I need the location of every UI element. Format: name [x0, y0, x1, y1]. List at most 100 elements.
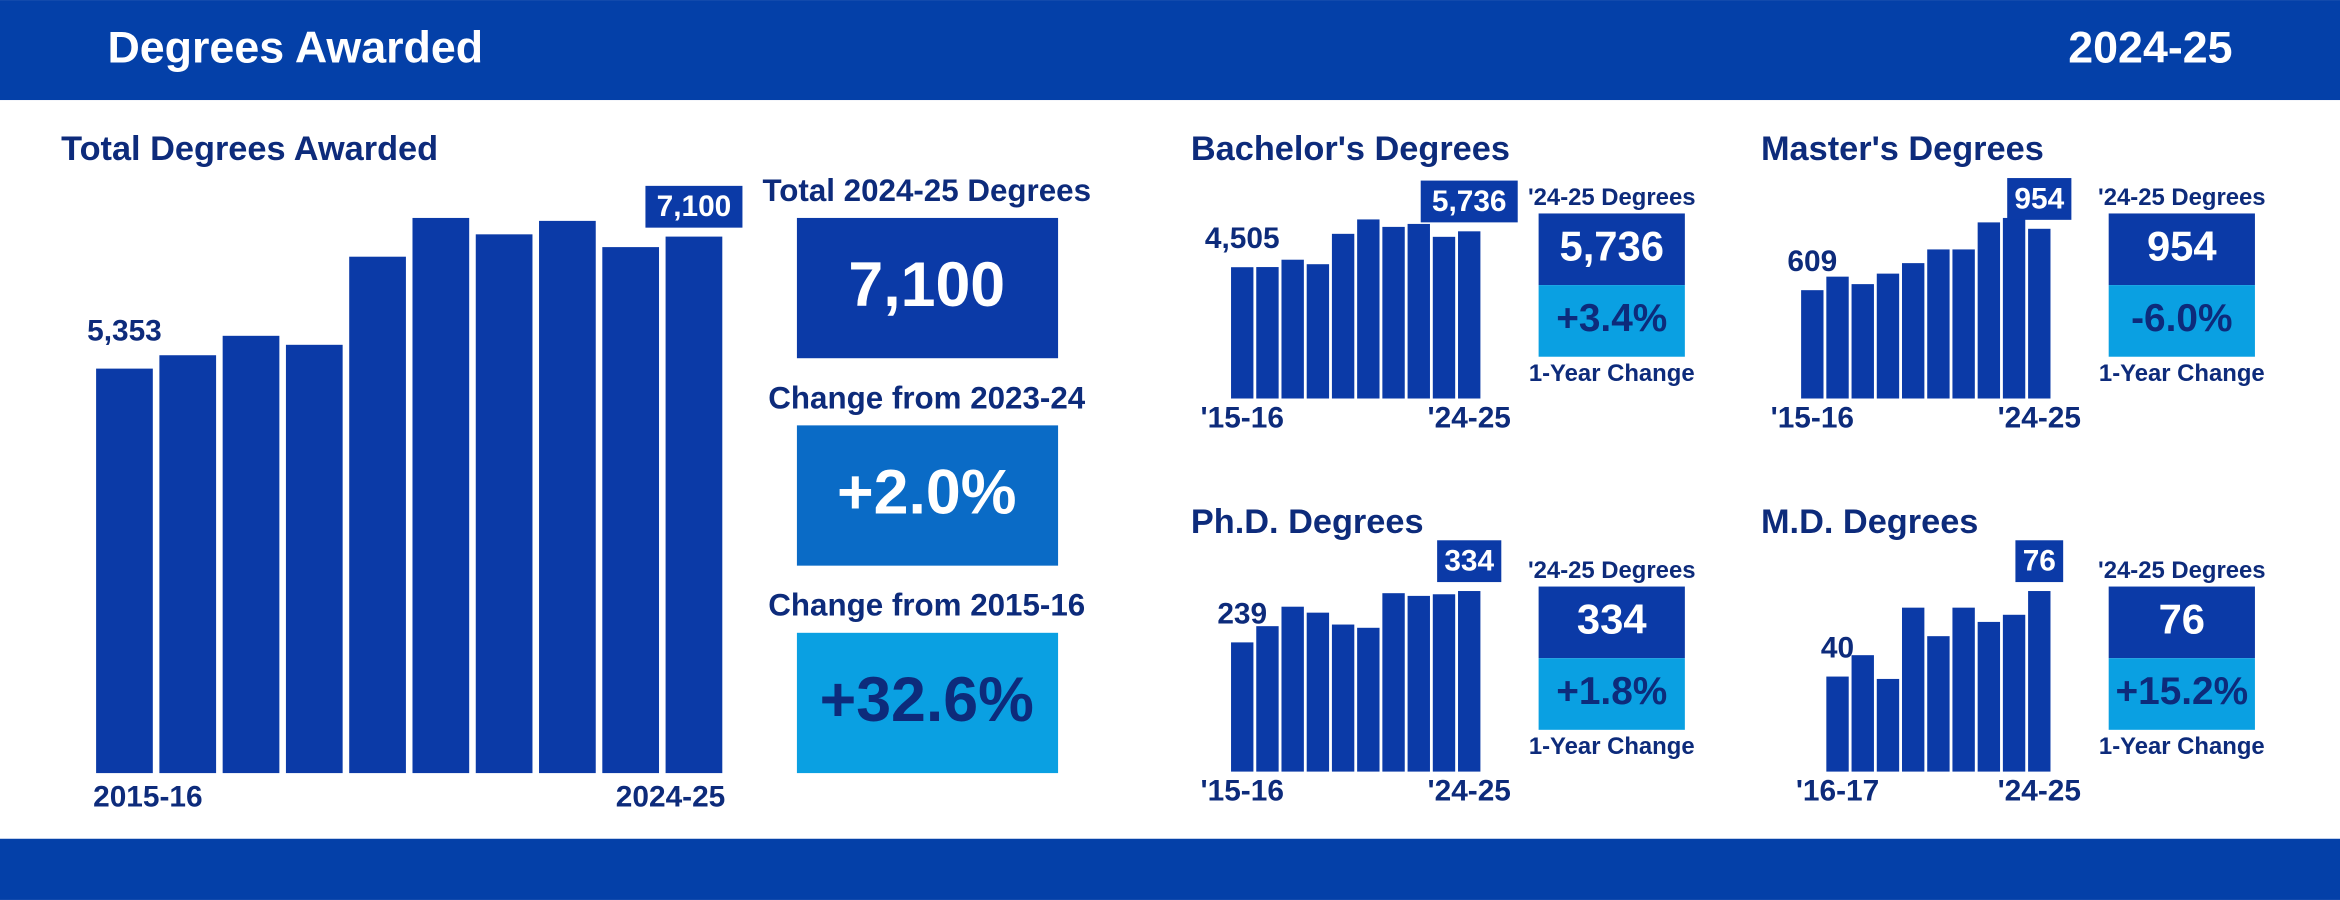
bar [1231, 642, 1254, 772]
bar [1952, 607, 1975, 772]
value-label: 5,736 [1432, 185, 1507, 218]
kpi-box [1538, 586, 1685, 659]
bar [1876, 273, 1900, 399]
bar [1458, 591, 1481, 772]
change-value: -6.0% [2131, 297, 2232, 340]
bar [1901, 607, 1925, 772]
kpi-label: '24-25 Degrees [2098, 184, 2266, 211]
bar [1256, 626, 1279, 772]
header-period: 2024-25 [2068, 23, 2232, 73]
kpi-label: '24-25 Degrees [2098, 557, 2266, 584]
bar [1851, 655, 1874, 772]
bar [349, 256, 406, 774]
kpi-box [2108, 586, 2255, 659]
bar [1407, 223, 1430, 399]
x-tick-label: 2024-25 [616, 780, 725, 813]
bar [1826, 676, 1849, 772]
bar [2028, 591, 2051, 772]
bar [412, 217, 470, 774]
bar [1977, 621, 2001, 772]
bar [1826, 276, 1849, 399]
bar [1357, 219, 1380, 399]
bar [1306, 612, 1330, 772]
bar [1281, 259, 1304, 399]
x-tick-label: '24-25 [1428, 774, 1511, 807]
kpi-value: 7,100 [848, 250, 1005, 320]
change-box [2108, 285, 2255, 357]
bar [1801, 290, 1824, 399]
kpi-value: 334 [1577, 595, 1647, 642]
kpi-box [796, 217, 1059, 359]
change-box [1538, 658, 1685, 730]
chart-title: M.D. Degrees [1761, 503, 1978, 541]
header-title: Degrees Awarded [107, 23, 483, 73]
kpi-value: 954 [2147, 222, 2217, 269]
bar [1851, 284, 1874, 399]
bar [1876, 678, 1900, 772]
value-label: 7,100 [657, 190, 732, 223]
bar [159, 355, 217, 774]
value-label: 954 [2014, 182, 2064, 215]
bar [1382, 226, 1405, 399]
bar [285, 344, 343, 774]
kpi-value: 76 [2159, 595, 2205, 642]
bar [2002, 614, 2026, 772]
change-label: 1-Year Change [1529, 360, 1695, 387]
value-label-box [2015, 540, 2064, 583]
bar [1901, 263, 1925, 399]
chart-title: Master's Degrees [1761, 130, 2044, 168]
kpi-label: '24-25 Degrees [1528, 557, 1696, 584]
kpi-box [2108, 213, 2255, 286]
bar [1331, 624, 1355, 772]
x-tick-label: '24-25 [1998, 401, 2081, 434]
value-label-box [1420, 180, 1518, 223]
bar [1382, 593, 1405, 772]
chart-title: Ph.D. Degrees [1191, 503, 1424, 541]
bar [665, 236, 723, 774]
kpi-value: 5,736 [1559, 222, 1664, 269]
value-label: 609 [1787, 245, 1837, 278]
kpi-value: +2.0% [837, 458, 1016, 528]
change-label: 1-Year Change [1529, 733, 1695, 760]
bar [1952, 249, 1975, 399]
bar [1281, 606, 1304, 772]
x-tick-label: '15-16 [1771, 401, 1854, 434]
value-label-box [645, 185, 743, 228]
change-box [2108, 658, 2255, 730]
kpi-label: Change from 2023-24 [768, 380, 1085, 415]
chart-title: Bachelor's Degrees [1191, 130, 1510, 168]
footer-bar [0, 838, 2340, 900]
kpi-box [796, 632, 1059, 774]
bar [475, 234, 533, 774]
x-tick-label: '15-16 [1201, 401, 1284, 434]
kpi-label: Total 2024-25 Degrees [762, 173, 1091, 208]
bar [2002, 217, 2026, 399]
value-label: 239 [1217, 597, 1267, 630]
value-label-box [2007, 178, 2072, 220]
chart-title: Total Degrees Awarded [61, 130, 438, 168]
bar [1432, 594, 1456, 772]
bar [1458, 231, 1481, 399]
kpi-label: '24-25 Degrees [1528, 184, 1696, 211]
kpi-box [1538, 213, 1685, 286]
kpi-box [796, 425, 1059, 566]
bar [2028, 228, 2051, 399]
x-tick-label: '24-25 [1998, 774, 2081, 807]
value-label-box [1437, 540, 1502, 583]
bar [1331, 233, 1355, 399]
bar [602, 247, 660, 774]
x-tick-label: '16-17 [1796, 774, 1879, 807]
bar [96, 368, 153, 774]
value-label: 40 [1821, 632, 1854, 665]
value-label: 76 [2023, 545, 2056, 578]
change-value: +3.4% [1556, 297, 1667, 340]
kpi-label: Change from 2015-16 [768, 588, 1085, 623]
bar [1927, 636, 1950, 772]
bar [1357, 627, 1380, 772]
bar [1256, 267, 1279, 399]
kpi-value: +32.6% [820, 665, 1034, 735]
change-value: +15.2% [2115, 670, 2248, 713]
change-label: 1-Year Change [2099, 733, 2265, 760]
